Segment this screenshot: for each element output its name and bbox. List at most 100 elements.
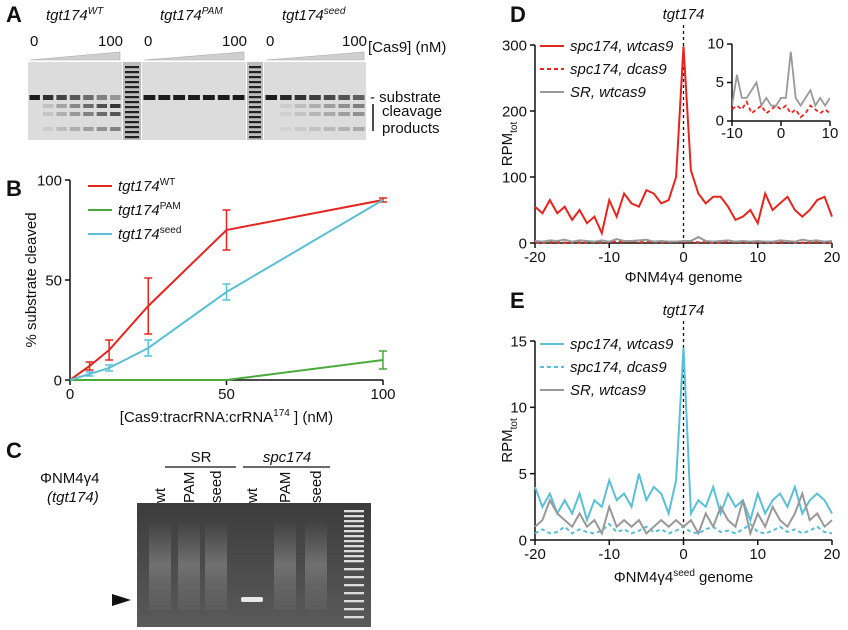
ladder-band [125, 121, 139, 124]
ladder-band [344, 510, 364, 513]
lane-label: seed [308, 470, 325, 503]
gel-band [352, 127, 365, 131]
gel-band [280, 127, 292, 131]
error-bar [85, 361, 94, 371]
gradient-start: 0 [30, 33, 38, 50]
ladder-band [125, 81, 139, 84]
gel-band [338, 95, 350, 100]
x-tick-label: 10 [749, 249, 766, 266]
ladder-band [249, 76, 261, 79]
x-axis-label: ΦNM4γ4seed genome [614, 568, 754, 586]
y-axis-label: RPMtot [499, 418, 520, 463]
lane-label: wt [152, 487, 169, 504]
ladder-band [344, 616, 364, 619]
ladder-band [344, 550, 364, 553]
panel-label: E [510, 288, 525, 313]
ladder-band [125, 86, 139, 89]
y-tick-label: 10 [510, 400, 527, 417]
x-tick-label: 10 [749, 546, 766, 563]
gel-band [69, 112, 81, 116]
x-tick-label: 0 [679, 249, 687, 266]
ladder-band [344, 545, 364, 548]
panel-label: B [6, 176, 22, 201]
y-tick-label: 15 [510, 333, 527, 350]
gel-title-part: seed [324, 6, 346, 17]
series-line [534, 490, 833, 537]
gel-band [309, 104, 321, 108]
gel-band [241, 597, 263, 602]
gel-band [294, 95, 307, 100]
panel-label: D [510, 2, 526, 27]
ladder-band [344, 568, 364, 571]
lane-label: PAM [181, 472, 198, 503]
gel-band [69, 104, 81, 108]
gel-band [352, 95, 365, 100]
gel-band [280, 112, 292, 116]
legend-label-part: tgt174 [118, 202, 160, 219]
gel-band [69, 95, 81, 100]
ladder-band [344, 515, 364, 518]
gel-band [280, 95, 292, 100]
error-bar [144, 339, 153, 357]
gradient-wedge [29, 51, 121, 61]
gel-band [83, 95, 94, 100]
gel-band [143, 95, 156, 100]
band-label: products [382, 120, 440, 137]
ladder-band [125, 101, 139, 104]
ladder-band [249, 101, 261, 104]
x-tick-label: 20 [824, 249, 841, 266]
gel-band [96, 112, 108, 116]
ladder-band [249, 96, 261, 99]
gel-band [265, 95, 278, 100]
gel-smear [274, 520, 296, 610]
ladder-band [249, 66, 261, 69]
lane-label: wt [244, 487, 261, 504]
ladder-band [344, 520, 364, 523]
legend-label-part: SR, wtcas9 [570, 382, 647, 399]
ladder-band [249, 126, 261, 129]
inset-line [732, 51, 830, 108]
x-tick-label: -10 [721, 125, 743, 142]
gel-band [352, 112, 365, 116]
gel-band [56, 112, 67, 116]
gel-title: tgt174WT [46, 6, 104, 24]
x-tick-label: -10 [598, 546, 620, 563]
legend-label-part: PAM [160, 201, 181, 212]
gel-band [352, 104, 365, 108]
gradient-start: 0 [266, 33, 274, 50]
x-axis-label-part: seed [673, 568, 695, 579]
x-tick-label: -20 [524, 249, 546, 266]
ladder-band [125, 76, 139, 79]
error-bar [105, 364, 114, 372]
gel-band [110, 104, 121, 108]
legend-label-part: spc174, dcas9 [570, 61, 667, 78]
ladder-band [344, 600, 364, 603]
gel-band [42, 127, 54, 131]
legend-label-part: seed [160, 225, 182, 236]
x-tick-label: 10 [822, 125, 839, 142]
y-tick-label: 10 [707, 36, 724, 53]
y-tick-label: 5 [716, 74, 724, 91]
ladder-band [249, 86, 261, 89]
gel-band [83, 112, 94, 116]
gel-band [309, 112, 321, 116]
legend-label: spc174, wtcas9 [570, 38, 674, 55]
band-label: cleavage [382, 103, 442, 120]
gel-title-part: tgt174 [282, 7, 324, 24]
ladder-band [249, 81, 261, 84]
gradient-end: 100 [222, 33, 247, 50]
gel-band [42, 95, 54, 100]
series-line [534, 46, 833, 237]
x-tick-label: 0 [679, 546, 687, 563]
gradient-wedge [143, 51, 245, 61]
gel-title-part: tgt174 [160, 7, 202, 24]
gel-band [110, 95, 121, 100]
y-axis-label-part: tot [509, 418, 520, 429]
gradient-wedge [265, 51, 365, 61]
legend-label-part: spc174, dcas9 [570, 359, 667, 376]
gel-band [42, 104, 54, 108]
ladder-band [125, 106, 139, 109]
gel-band [69, 127, 81, 131]
gel-title: tgt174PAM [160, 6, 223, 24]
ladder-band [344, 540, 364, 543]
